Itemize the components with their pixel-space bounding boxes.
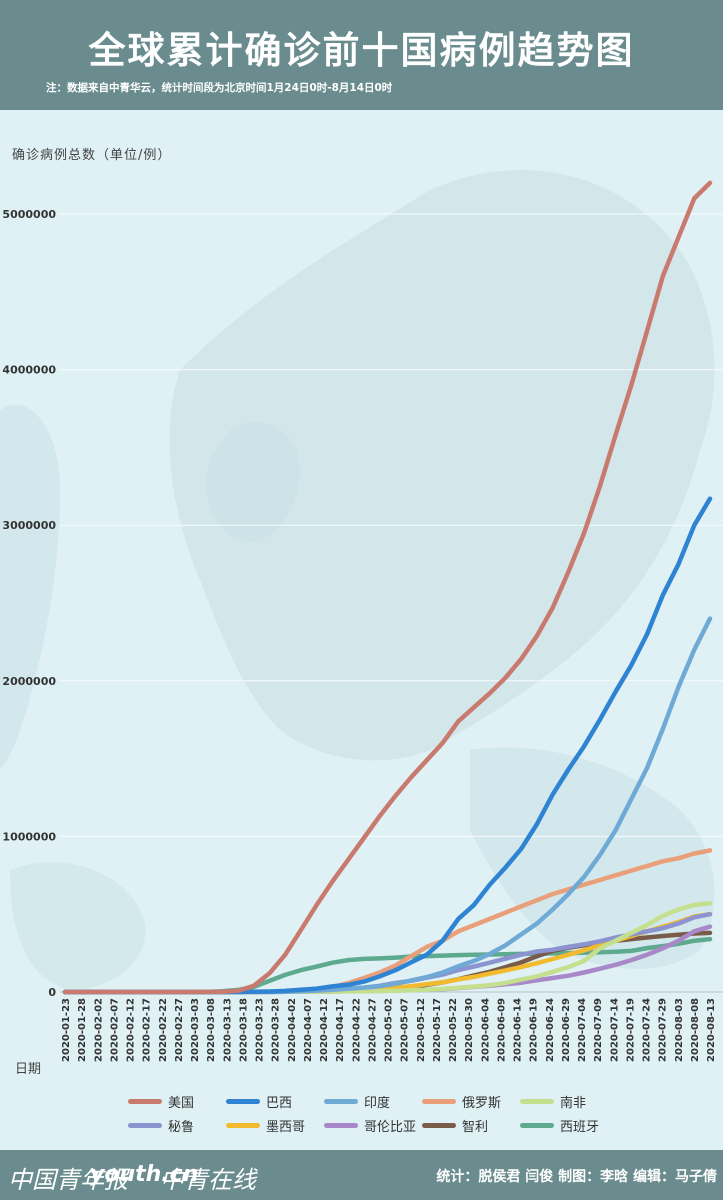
legend-label: 俄罗斯	[462, 1096, 502, 1111]
x-tick-label: 2020-06-14	[513, 998, 524, 1062]
x-tick-label: 2020-05-07	[400, 998, 411, 1062]
x-tick-label: 2020-04-12	[319, 998, 330, 1062]
legend-item: 南非	[520, 1092, 586, 1111]
legend-item: 美国	[128, 1092, 194, 1111]
legend-swatch	[226, 1123, 260, 1128]
china-youth-online-logo: 中青在线	[160, 1166, 256, 1194]
x-tick-label: 2020-06-19	[529, 998, 540, 1062]
x-tick-label: 2020-05-22	[448, 998, 459, 1062]
x-tick-label: 2020-03-08	[206, 998, 217, 1062]
x-tick-label: 2020-07-14	[609, 998, 620, 1062]
x-tick-label: 2020-05-12	[416, 998, 427, 1062]
x-tick-label: 2020-06-09	[496, 998, 507, 1062]
x-tick-label: 2020-07-29	[658, 998, 669, 1062]
legend-label: 巴西	[266, 1096, 293, 1111]
x-tick-label: 2020-03-23	[255, 998, 266, 1062]
x-axis-label: 日期	[15, 1062, 42, 1077]
chart-legend: 美国 巴西 印度 俄罗斯 南非秘鲁 墨西哥 哥伦比亚 智利 西班牙	[0, 1090, 723, 1140]
x-tick-label: 2020-06-29	[561, 998, 572, 1062]
series-line-美国	[62, 180, 713, 995]
legend-item: 西班牙	[520, 1116, 599, 1135]
x-tick-label: 2020-07-09	[593, 998, 604, 1062]
x-tick-label: 2020-03-13	[222, 998, 233, 1062]
y-axis-label: 确诊病例总数（单位/例）	[12, 148, 172, 163]
y-tick-label: 4000000	[2, 364, 56, 377]
footer-bar: 中国青年报 youth.cn 中青在线 统计：脱侯君 闫俊 制图：李晗 编辑：马…	[0, 1150, 723, 1200]
series-line-巴西	[62, 496, 713, 995]
legend-item: 巴西	[226, 1092, 292, 1111]
legend-swatch	[520, 1123, 554, 1128]
legend-item: 秘鲁	[128, 1116, 194, 1135]
world-map-background	[0, 170, 715, 990]
header-bar: 全球累计确诊前十国病例趋势图 注：数据来自中青华云，统计时间段为北京时间1月24…	[0, 0, 723, 110]
x-tick-label: 2020-04-27	[367, 998, 378, 1062]
y-tick-label: 3000000	[2, 519, 56, 532]
x-tick-label: 2020-01-23	[61, 998, 72, 1062]
legend-swatch	[128, 1123, 162, 1128]
chart-title: 全球累计确诊前十国病例趋势图	[88, 29, 635, 72]
x-tick-label: 2020-08-08	[690, 998, 701, 1062]
legend-item: 智利	[422, 1116, 488, 1135]
legend-item: 印度	[324, 1092, 390, 1111]
x-tick-label: 2020-02-12	[126, 998, 137, 1062]
legend-label: 哥伦比亚	[364, 1120, 417, 1135]
x-tick-label: 2020-06-24	[545, 998, 556, 1062]
x-axis-ticks: 2020-01-23 2020-01-28 2020-02-02 2020-02-07…	[61, 998, 717, 1062]
line-chart: 0 1000000 2000000 3000000 4000000 5000000 202…	[2, 180, 723, 1062]
credits-text: 统计：脱侯君 闫俊 制图：李晗 编辑：马子倩	[436, 1169, 717, 1185]
chart-gridlines	[60, 213, 723, 993]
x-tick-label: 2020-02-17	[142, 998, 153, 1062]
x-tick-label: 2020-02-22	[158, 998, 169, 1062]
y-tick-label: 0	[48, 986, 56, 999]
legend-swatch	[128, 1099, 162, 1104]
x-tick-label: 2020-02-07	[109, 998, 120, 1062]
x-tick-label: 2020-01-28	[77, 998, 88, 1062]
x-tick-label: 2020-03-18	[238, 998, 249, 1062]
legend-swatch	[520, 1099, 554, 1104]
x-tick-label: 2020-07-24	[642, 998, 653, 1062]
x-tick-label: 2020-02-27	[174, 998, 185, 1062]
youth-cn-logo: youth.cn	[90, 1162, 199, 1187]
x-tick-label: 2020-06-04	[480, 998, 491, 1062]
x-tick-label: 2020-04-07	[303, 998, 314, 1062]
x-tick-label: 2020-04-22	[351, 998, 362, 1062]
legend-label: 智利	[462, 1120, 489, 1135]
x-tick-label: 2020-05-30	[464, 998, 475, 1062]
y-tick-label: 1000000	[2, 830, 56, 843]
x-tick-label: 2020-05-17	[432, 998, 443, 1062]
y-tick-label: 2000000	[2, 675, 56, 688]
legend-label: 美国	[168, 1096, 195, 1111]
x-tick-label: 2020-04-02	[287, 998, 298, 1062]
y-tick-label: 5000000	[2, 208, 56, 221]
chart-area	[0, 110, 723, 1150]
series-line-南非	[62, 901, 713, 995]
series-line-俄罗斯	[62, 848, 713, 995]
y-axis-ticks: 0 1000000 2000000 3000000 4000000 5000000	[2, 208, 56, 999]
legend-swatch	[422, 1099, 456, 1104]
x-tick-label: 2020-08-13	[706, 998, 717, 1062]
x-tick-label: 2020-03-28	[271, 998, 282, 1062]
legend-label: 西班牙	[560, 1120, 600, 1135]
legend-item: 哥伦比亚	[324, 1116, 416, 1135]
x-tick-label: 2020-05-02	[384, 998, 395, 1062]
legend-label: 墨西哥	[266, 1120, 306, 1135]
legend-label: 南非	[560, 1096, 587, 1111]
x-tick-label: 2020-03-03	[190, 998, 201, 1062]
x-tick-label: 2020-08-03	[674, 998, 685, 1062]
legend-item: 俄罗斯	[422, 1092, 501, 1111]
x-tick-label: 2020-07-04	[577, 998, 588, 1062]
x-tick-label: 2020-07-19	[625, 998, 636, 1062]
legend-label: 秘鲁	[168, 1120, 195, 1135]
legend-swatch	[324, 1123, 358, 1128]
legend-swatch	[422, 1123, 456, 1128]
x-tick-label: 2020-02-02	[93, 998, 104, 1062]
data-source-note: 注：数据来自中青华云，统计时间段为北京时间1月24日0时-8月14日0时	[46, 82, 393, 94]
series-lines	[62, 180, 713, 995]
x-tick-label: 2020-04-17	[335, 998, 346, 1062]
legend-swatch	[324, 1099, 358, 1104]
legend-item: 墨西哥	[226, 1116, 305, 1135]
legend-label: 印度	[364, 1096, 391, 1111]
legend-swatch	[226, 1099, 260, 1104]
china-youth-daily-logo: 中国青年报	[8, 1166, 128, 1194]
